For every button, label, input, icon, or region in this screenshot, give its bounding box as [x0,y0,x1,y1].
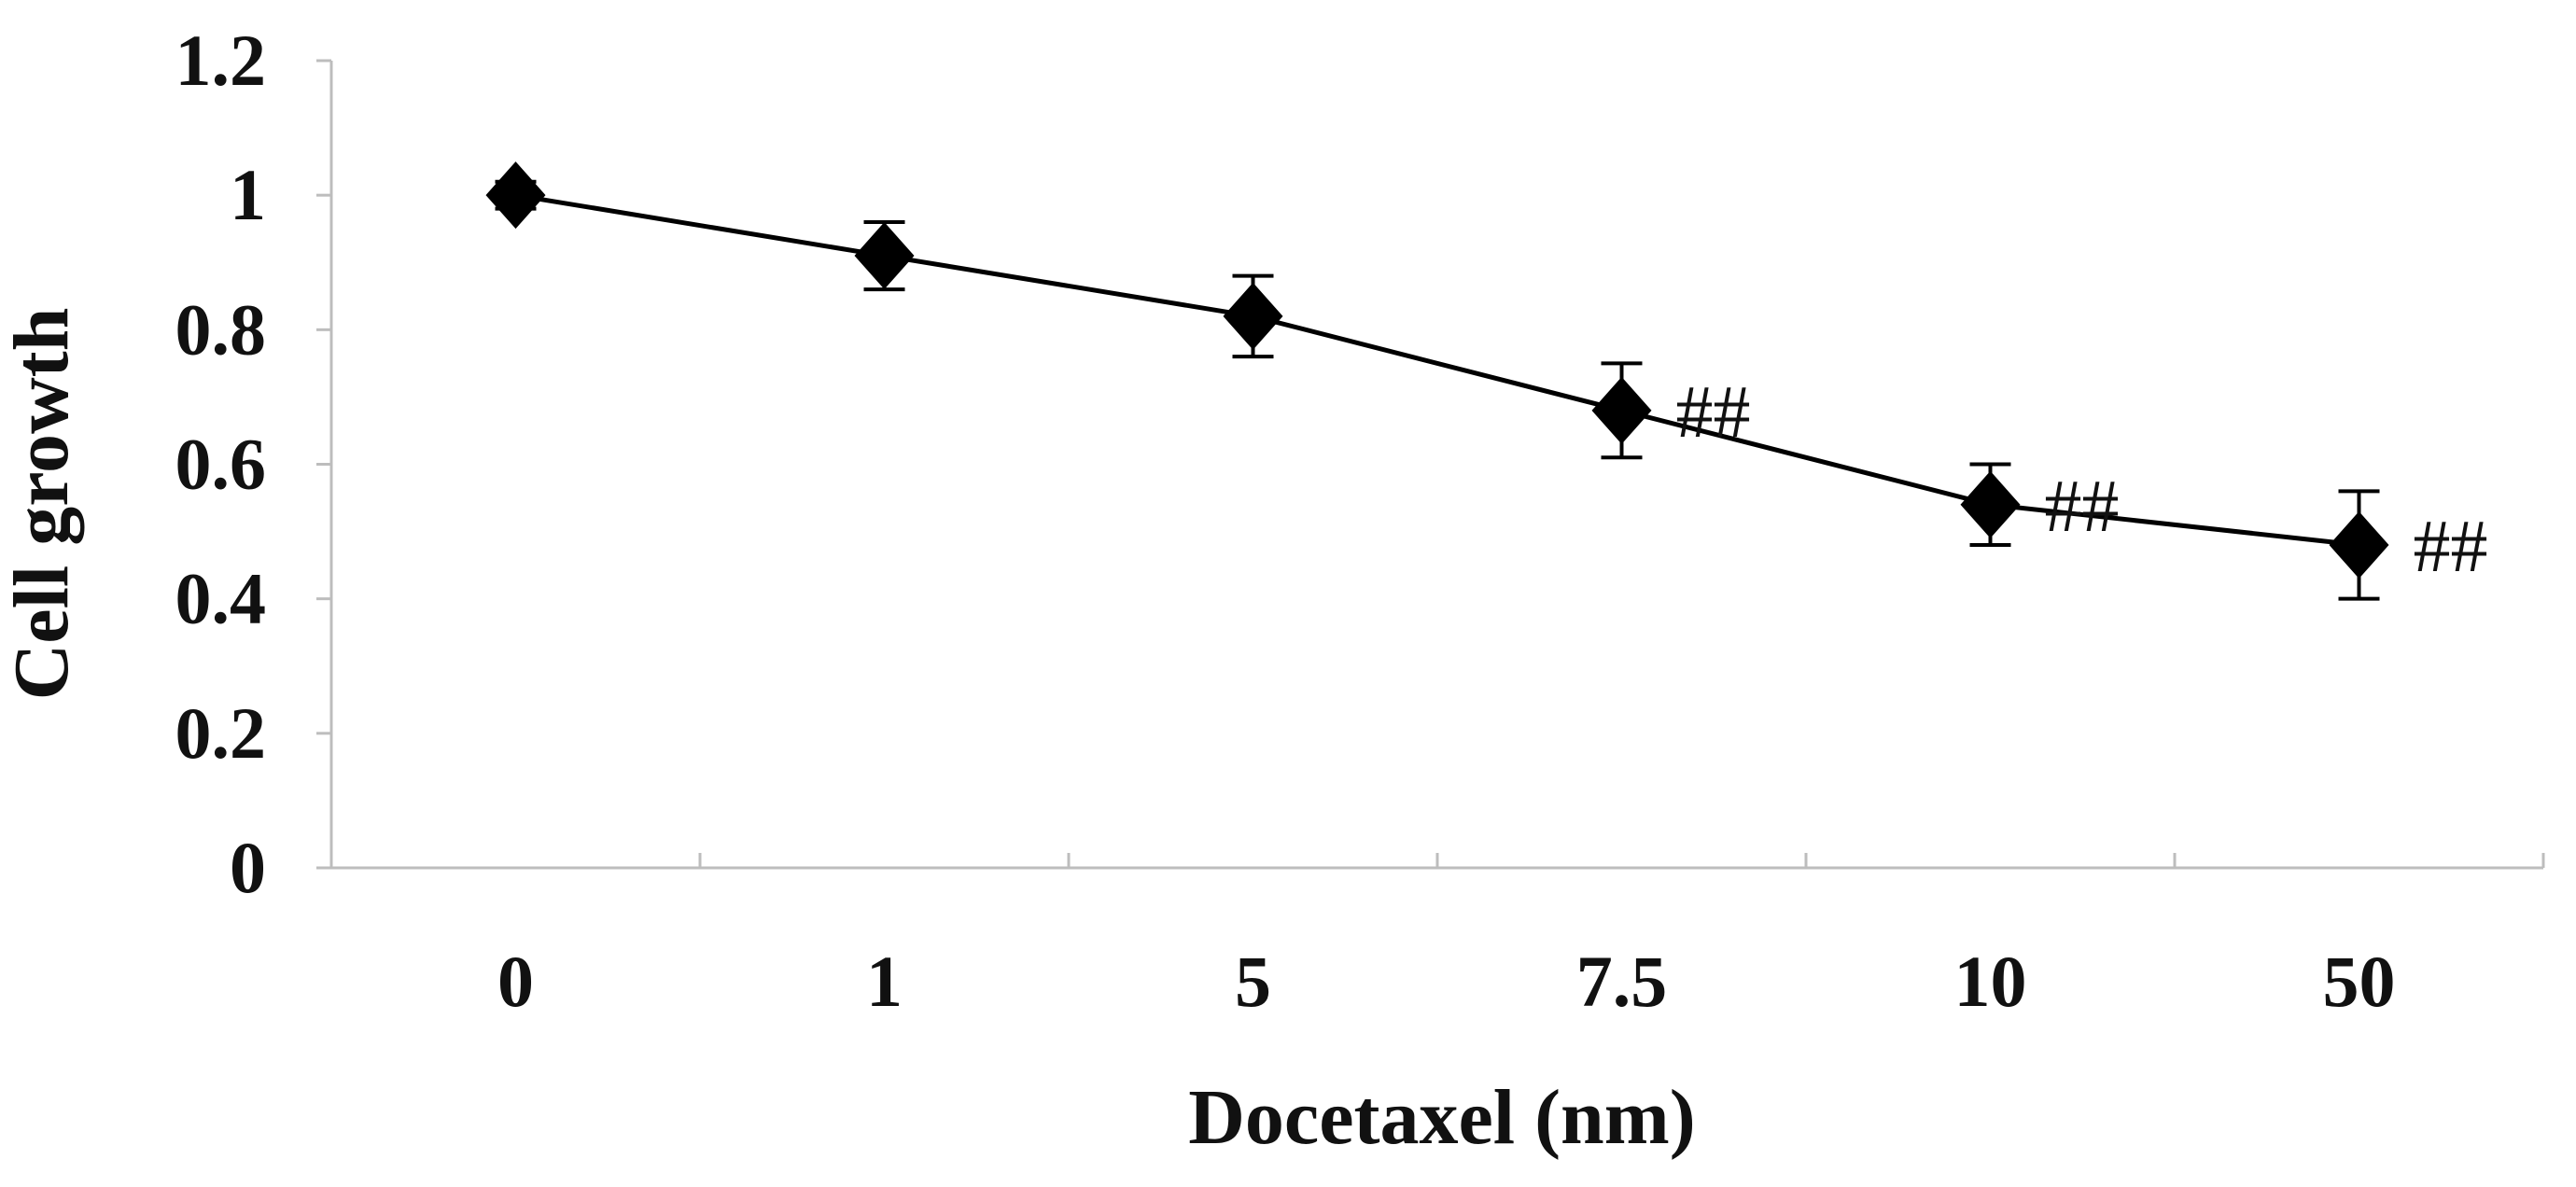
plot-area: ## ## ## [485,161,2488,601]
x-tick-labels: 0 1 5 7.5 10 50 [497,941,2396,1022]
data-point [1591,376,1652,444]
x-tick-label: 50 [2323,941,2396,1022]
x-axis-label: Docetaxel (nm) [1188,1074,1695,1161]
y-tick-label: 1 [230,154,266,235]
y-tick-label: 0 [230,827,266,908]
y-tick-label: 0.4 [175,558,267,639]
x-tick-label: 7.5 [1576,941,1668,1022]
y-tick-label: 1.2 [175,20,267,101]
x-tick-label: 0 [497,941,534,1022]
data-point [1223,282,1283,350]
data-point [1960,470,2021,538]
y-axis-label: Cell growth [0,308,85,701]
significance-marker: ## [2045,466,2120,548]
x-tick-label: 10 [1954,941,2027,1022]
series-line [515,192,2359,548]
x-tick-label: 5 [1235,941,1271,1022]
significance-marker: ## [1676,371,1751,454]
data-point [485,161,546,230]
y-tick-label: 0.6 [175,424,267,505]
y-tick-labels: 0 0.2 0.4 0.6 0.8 1 1.2 [175,20,267,908]
significance-marker: ## [2414,506,2488,588]
data-point [854,222,915,290]
data-point [2329,511,2389,579]
y-tick-label: 0.2 [175,692,267,774]
x-tick-label: 1 [866,941,903,1022]
y-tick-label: 0.8 [175,288,267,370]
axes [316,59,2545,870]
